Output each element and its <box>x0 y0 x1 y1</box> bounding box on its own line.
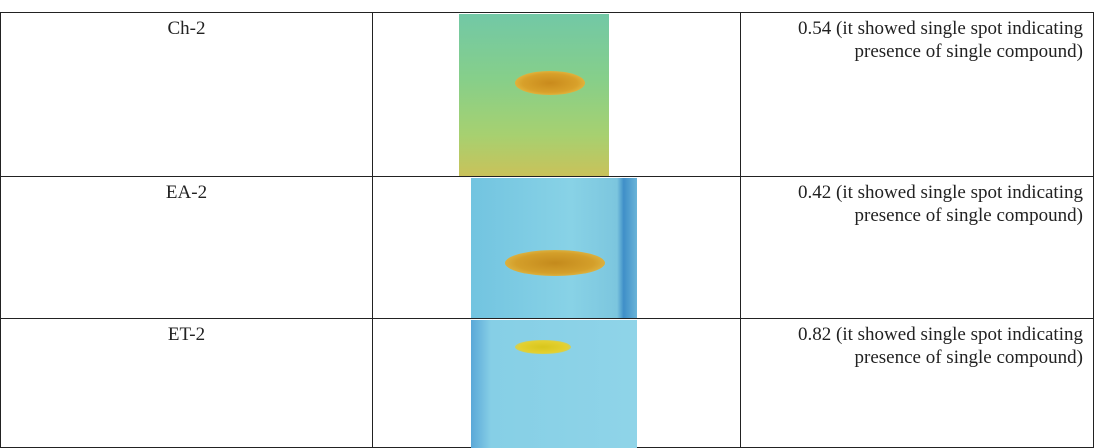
page: Ch-2 0.54 (it showed single spot indicat… <box>0 0 1094 440</box>
tlc-spot <box>515 71 585 95</box>
sample-cell: EA-2 <box>0 176 373 319</box>
image-cell <box>372 318 741 448</box>
tlc-plate-image <box>459 14 609 176</box>
sample-cell: Ch-2 <box>0 12 373 177</box>
tlc-spot <box>515 340 571 354</box>
image-cell <box>372 12 741 177</box>
sample-cell: ET-2 <box>0 318 373 448</box>
tlc-plate-image <box>471 178 637 318</box>
rf-cell: 0.42 (it showed single spot indicating p… <box>740 176 1094 319</box>
tlc-spot <box>505 250 605 276</box>
rf-cell: 0.54 (it showed single spot indicating p… <box>740 12 1094 177</box>
image-cell <box>372 176 741 319</box>
tlc-plate-image <box>471 320 637 448</box>
rf-cell: 0.82 (it showed single spot indicating p… <box>740 318 1094 448</box>
